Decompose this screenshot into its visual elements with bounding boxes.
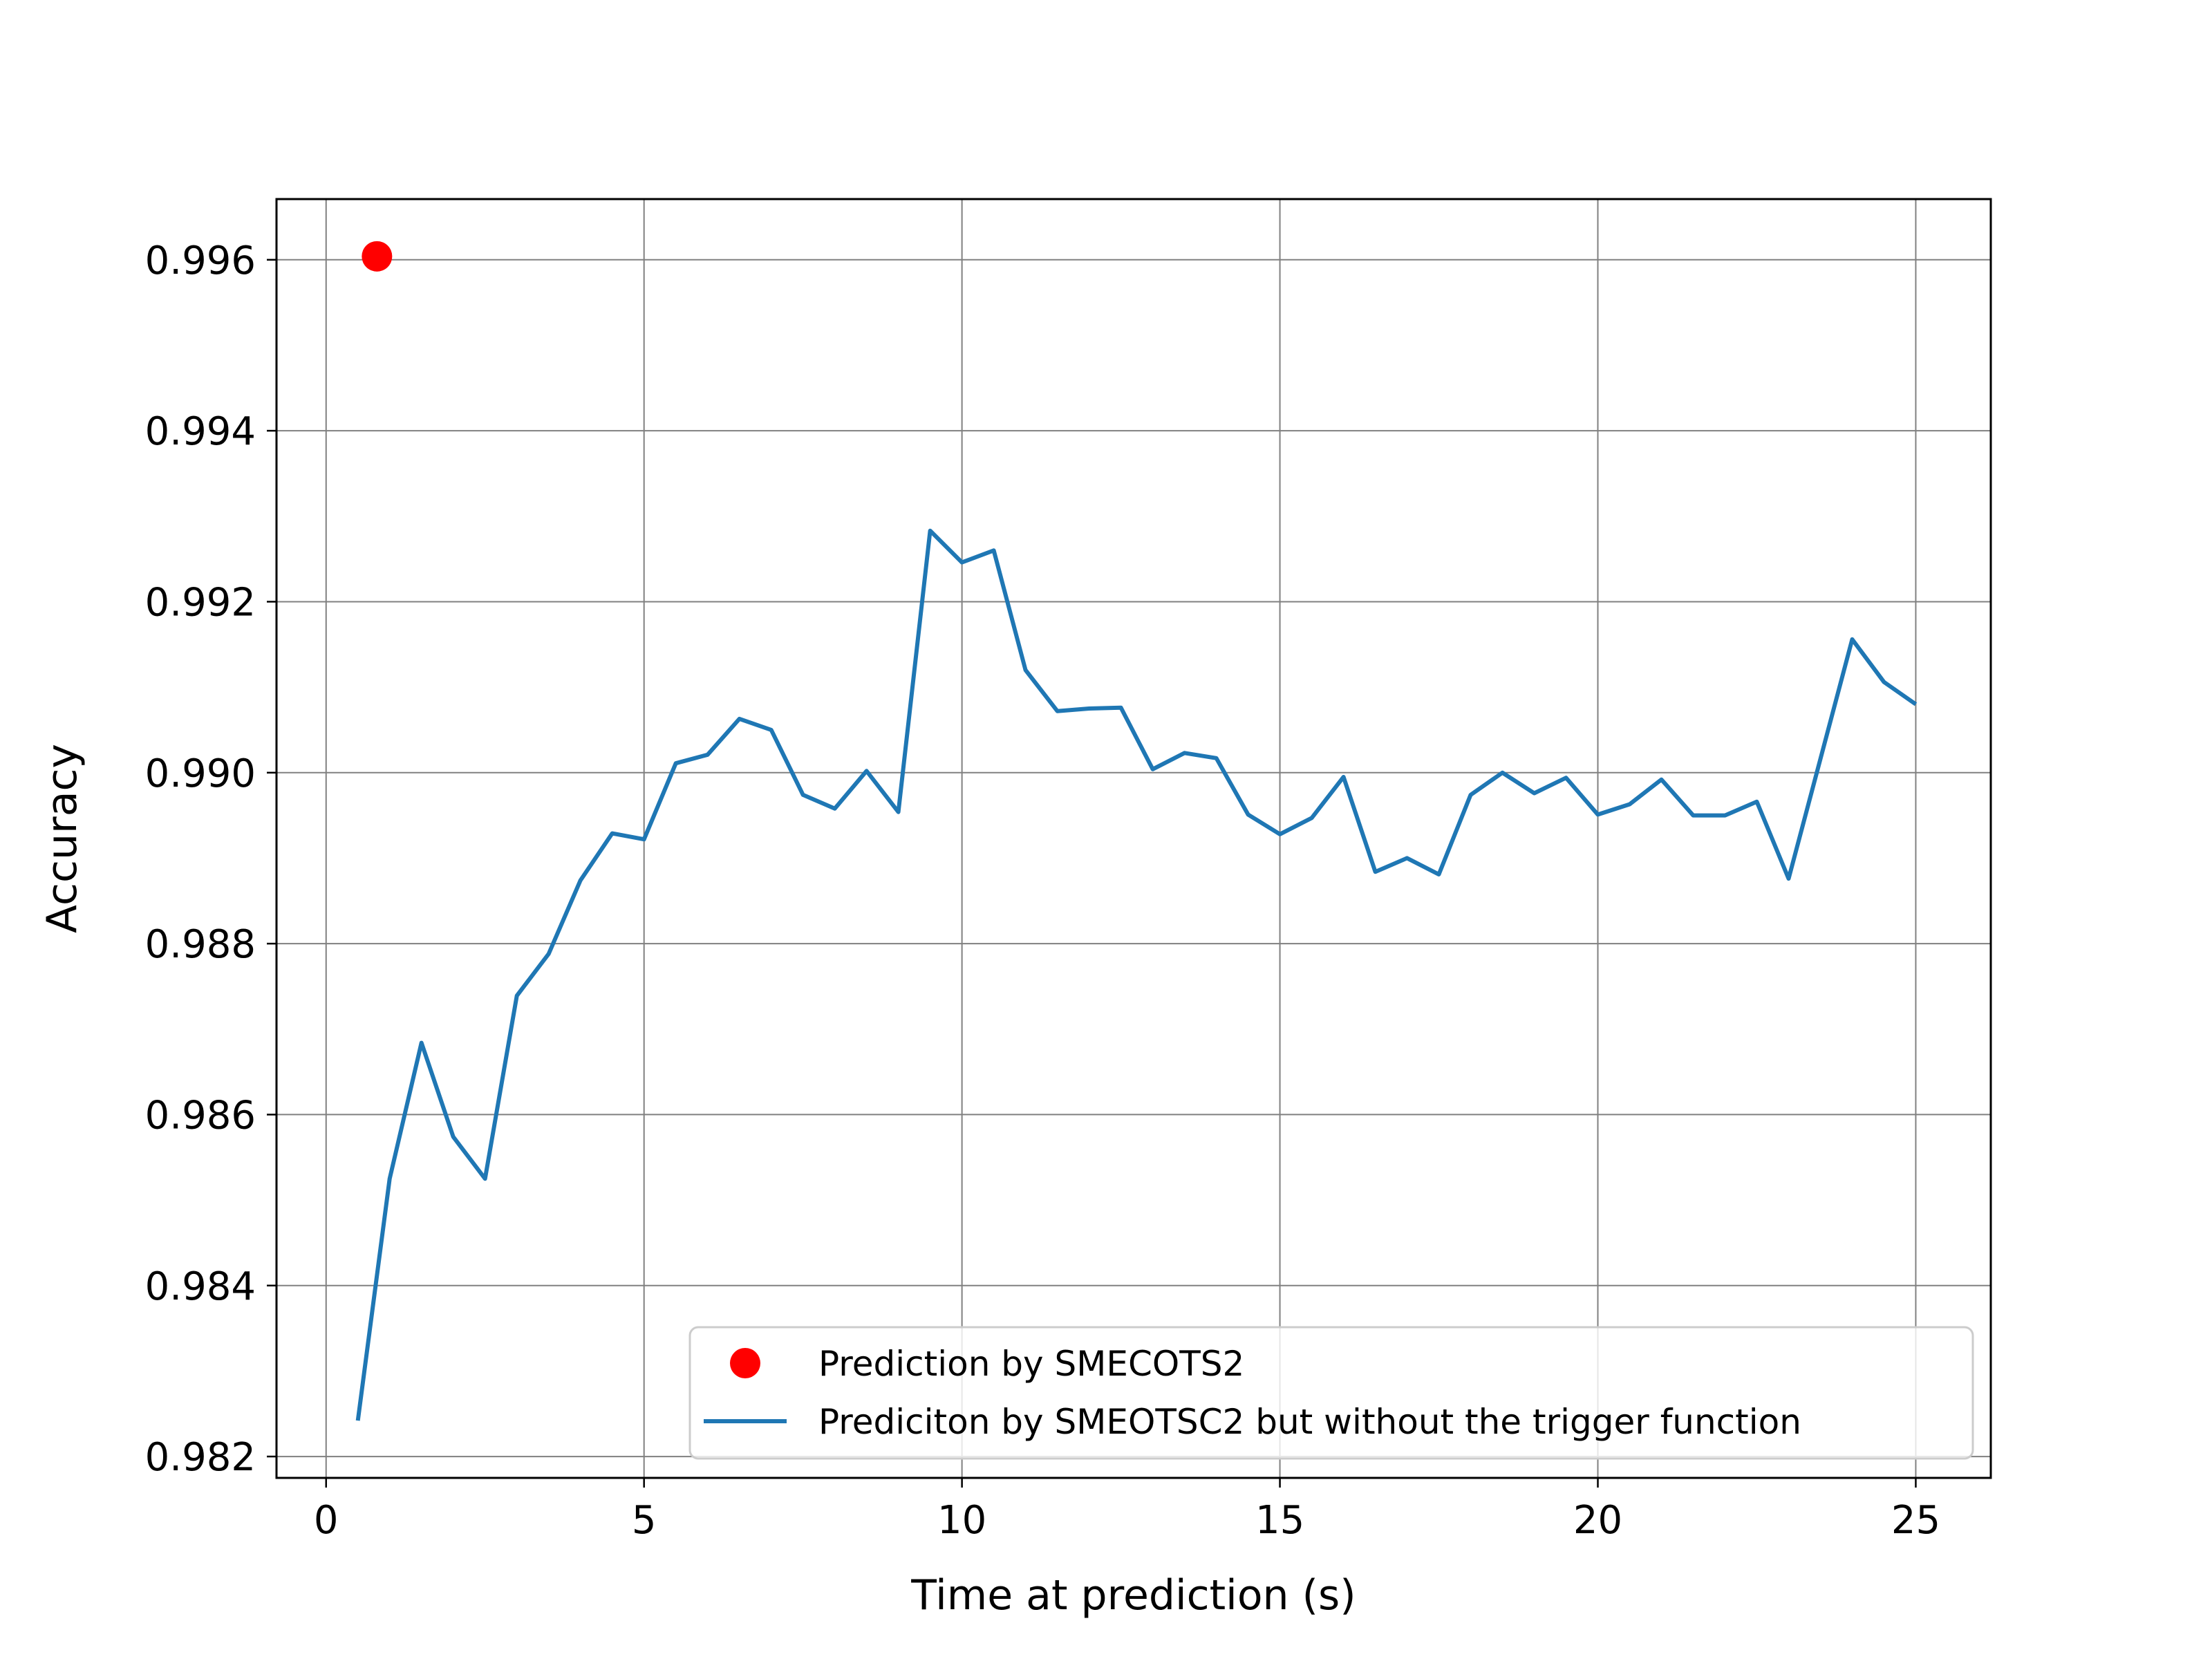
x-axis-title: Time at prediction (s) bbox=[910, 1571, 1356, 1620]
y-tick-label: 0.994 bbox=[145, 409, 256, 454]
x-tick-label: 25 bbox=[1891, 1498, 1940, 1543]
y-tick-label: 0.986 bbox=[145, 1093, 256, 1138]
y-tick-label: 0.982 bbox=[145, 1435, 256, 1480]
y-tick-label: 0.984 bbox=[145, 1264, 256, 1309]
x-tick-label: 5 bbox=[632, 1498, 657, 1543]
legend: Prediction by SMECOTS2 Prediciton by SME… bbox=[688, 1326, 1974, 1460]
legend-marker-smecots2 bbox=[730, 1348, 760, 1378]
x-tick-label: 15 bbox=[1255, 1498, 1304, 1543]
grid bbox=[276, 199, 1991, 1478]
x-tick-label: 10 bbox=[937, 1498, 986, 1543]
x-tick-label: 20 bbox=[1573, 1498, 1622, 1543]
axes: 0 5 10 15 20 25 0.982 0.984 0.986 0.988 0.990 0.992… bbox=[145, 238, 1940, 1543]
x-tick-label: 0 bbox=[314, 1498, 339, 1543]
plot-frame bbox=[275, 198, 1992, 1479]
legend-label-smeotsc2-no-trigger: Prediciton by SMEOTSC2 but without the t… bbox=[818, 1402, 1801, 1442]
y-tick-label: 0.988 bbox=[145, 922, 256, 967]
y-tick-label: 0.990 bbox=[145, 751, 256, 796]
series-line-smeotsc2-no-trigger bbox=[355, 528, 1918, 1421]
y-tick-label: 0.996 bbox=[145, 238, 256, 283]
y-tick-label: 0.992 bbox=[145, 580, 256, 625]
y-axis-title: Accuracy bbox=[38, 744, 86, 933]
legend-label-smecots2: Prediction by SMECOTS2 bbox=[818, 1344, 1244, 1384]
legend-box bbox=[688, 1326, 1974, 1460]
scatter-point-smecots2 bbox=[362, 241, 393, 272]
plot-area bbox=[355, 241, 1918, 1421]
